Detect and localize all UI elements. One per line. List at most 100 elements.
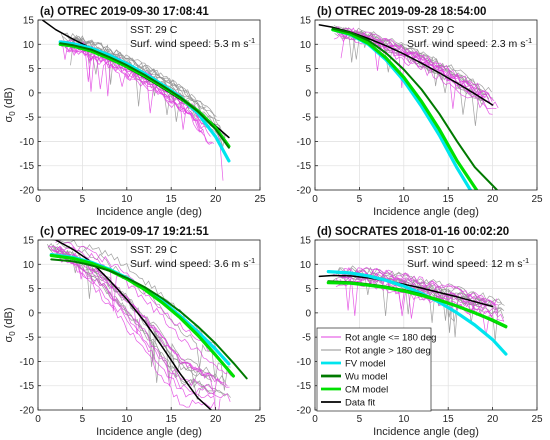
x-tick-label: 5 <box>80 414 86 425</box>
legend-label: Rot angle > 180 deg <box>345 346 431 357</box>
x-tick-label: 25 <box>254 414 266 425</box>
y-tick-label: 10 <box>300 40 312 51</box>
legend-label: Data fit <box>345 398 375 409</box>
trace-rot-gt <box>66 33 207 108</box>
y-axis-label: σ0 (dB) <box>3 87 17 122</box>
y-tick-label: 15 <box>300 236 312 247</box>
legend-label: Wu model <box>345 372 388 383</box>
y-tick-label: 10 <box>300 260 312 271</box>
y-tick-label: -5 <box>302 333 311 344</box>
x-tick-label: 5 <box>357 414 363 425</box>
x-tick-label: 15 <box>443 194 455 205</box>
trace-rot-le <box>340 27 488 96</box>
legend-label: FV model <box>345 359 386 370</box>
axes-frame <box>314 19 538 191</box>
curve-wu <box>59 42 230 149</box>
curve-wu <box>331 27 498 190</box>
trace-rot-le <box>335 280 504 322</box>
y-tick-label: 0 <box>28 88 34 99</box>
axes-frame <box>37 239 261 411</box>
x-tick-label: 0 <box>312 414 318 425</box>
y-tick-label: -20 <box>297 186 312 197</box>
trace-rot-le <box>66 49 213 145</box>
x-tick-label: 20 <box>487 414 499 425</box>
y-tick-label: -15 <box>20 161 35 172</box>
x-tick-label: 20 <box>210 414 222 425</box>
axes-frame <box>37 19 261 191</box>
y-tick-label: -20 <box>297 406 312 417</box>
curve-cm <box>49 253 235 378</box>
y-tick-label: -15 <box>297 161 312 172</box>
y-axis-label: σ0 (dB) <box>3 307 17 342</box>
y-tick-label: -15 <box>297 381 312 392</box>
data-layer <box>46 240 248 410</box>
data-layer <box>318 24 499 190</box>
x-tick-label: 15 <box>166 194 178 205</box>
x-axis-label: Incidence angle (deg) <box>373 206 479 218</box>
x-tick-label: 10 <box>121 194 133 205</box>
y-tick-label: 5 <box>28 64 34 75</box>
trace-rot-le <box>341 266 498 307</box>
trace-rot-le <box>52 248 222 385</box>
y-tick-label: 0 <box>305 308 311 319</box>
annotation-sst: SST: 10 C <box>407 244 455 256</box>
y-tick-label: 5 <box>28 284 34 295</box>
y-tick-label: 10 <box>23 260 35 271</box>
x-axis-label: Incidence angle (deg) <box>96 206 202 218</box>
data-layer <box>41 20 231 181</box>
trace-rot-le <box>51 249 214 391</box>
x-tick-label: 15 <box>166 414 178 425</box>
panel-title: (b) OTREC 2019-09-28 18:54:00 <box>317 6 486 18</box>
y-tick-label: 15 <box>300 16 312 27</box>
trace-rot-le <box>335 26 495 101</box>
annotation-wind: Surf. wind speed: 5.3 m s-1 <box>130 36 255 50</box>
legend-box <box>316 327 432 412</box>
annotation-sst: SST: 29 C <box>130 24 178 36</box>
panel-title: (c) OTREC 2019-09-17 19:21:51 <box>40 226 209 238</box>
y-tick-label: -10 <box>297 357 312 368</box>
x-tick-label: 5 <box>357 194 363 205</box>
y-tick-label: 15 <box>23 236 35 247</box>
trace-rot-le <box>55 250 221 410</box>
y-tick-label: -20 <box>20 186 35 197</box>
y-tick-label: -5 <box>302 113 311 124</box>
annotation-wind: Surf. wind speed: 2.3 m s-1 <box>407 36 532 50</box>
curve-fit <box>318 274 494 308</box>
x-tick-label: 10 <box>398 194 410 205</box>
panel-title: (d) SOCRATES 2018-01-16 00:02:20 <box>317 226 509 238</box>
y-tick-label: -10 <box>297 137 312 148</box>
curve-fv <box>58 40 231 163</box>
curve-cm <box>331 28 479 190</box>
x-tick-label: 25 <box>254 194 266 205</box>
x-tick-label: 10 <box>398 414 410 425</box>
trace-rot-le <box>333 34 493 115</box>
trace-rot-le <box>47 245 232 377</box>
y-tick-label: 15 <box>23 16 35 27</box>
y-tick-label: 0 <box>305 88 311 99</box>
x-tick-label: 20 <box>210 194 222 205</box>
legend-label: Rot angle <= 180 deg <box>345 333 436 344</box>
x-axis-label: Incidence angle (deg) <box>373 426 479 438</box>
x-tick-label: 20 <box>487 194 499 205</box>
trace-rot-gt <box>56 242 231 391</box>
trace-rot-gt <box>342 27 492 93</box>
x-tick-label: 15 <box>443 414 455 425</box>
y-tick-label: 10 <box>23 40 35 51</box>
y-tick-label: -10 <box>20 357 35 368</box>
trace-rot-le <box>55 250 231 402</box>
annotation-sst: SST: 29 C <box>407 24 455 36</box>
x-axis-label: Incidence angle (deg) <box>96 426 202 438</box>
legend-label: CM model <box>345 385 388 396</box>
data-layer <box>318 265 508 356</box>
annotation-sst: SST: 29 C <box>130 244 178 256</box>
x-tick-label: 0 <box>35 194 41 205</box>
curve-cm <box>326 281 508 329</box>
curve-wu <box>50 258 248 380</box>
x-tick-label: 0 <box>35 414 41 425</box>
annotation-wind: Surf. wind speed: 12 m s-1 <box>407 256 529 270</box>
x-tick-label: 5 <box>80 194 86 205</box>
